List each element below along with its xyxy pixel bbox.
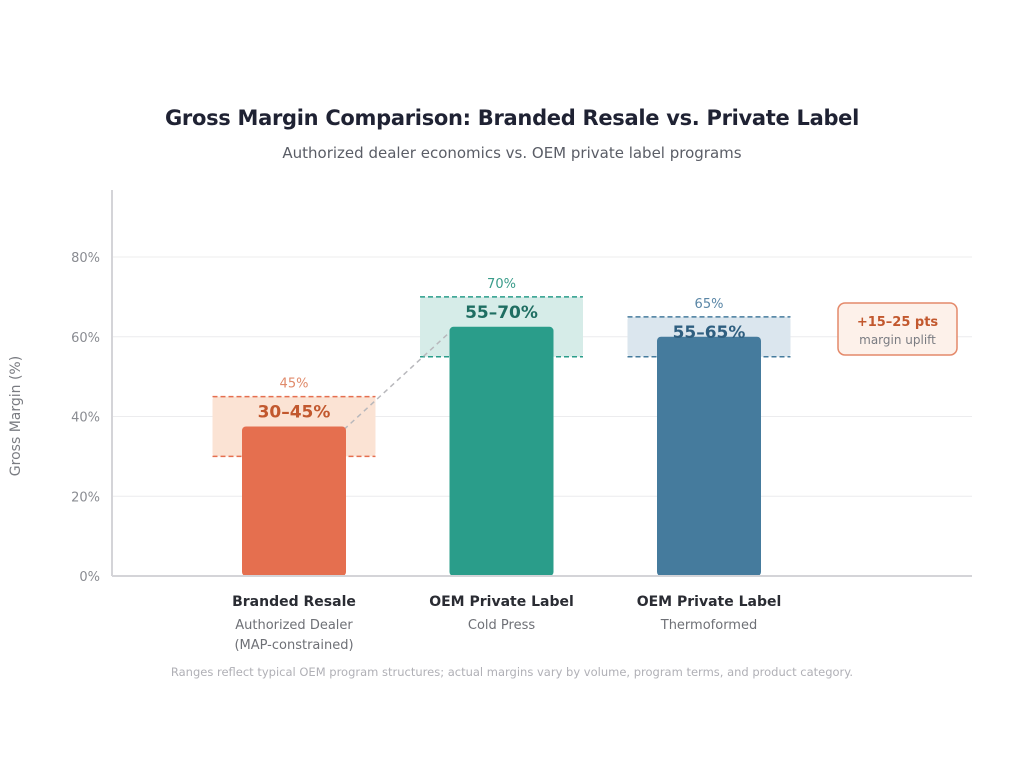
range-label: 55–65% — [673, 323, 746, 343]
chart-subtitle: Authorized dealer economics vs. OEM priv… — [282, 144, 742, 162]
chart-title: Gross Margin Comparison: Branded Resale … — [164, 106, 860, 130]
uplift-callout-value: +15–25 pts — [857, 315, 939, 330]
bar — [242, 426, 346, 576]
x-category-sublabel: Cold Press — [468, 618, 535, 633]
x-category-label: Branded Resale — [232, 594, 356, 610]
x-category-label: OEM Private Label — [429, 594, 574, 610]
uplift-callout-box — [837, 302, 958, 356]
x-category-sublabel: (MAP-constrained) — [234, 638, 353, 653]
y-axis-title: Gross Margin (%) — [8, 356, 24, 476]
uplift-callout-label: margin uplift — [859, 333, 936, 347]
chart-footnote: Ranges reflect typical OEM program struc… — [170, 665, 854, 679]
annotations: +15–25 pts margin uplift — [837, 302, 958, 356]
bars — [242, 326, 761, 576]
y-tick-label: 40% — [71, 411, 100, 426]
x-category-label: OEM Private Label — [637, 594, 782, 610]
y-tick-label: 20% — [71, 490, 100, 505]
x-category-sublabel: Thermoformed — [660, 618, 757, 633]
axes: 0% 20% 40% 60% 80% Gross Margin (%) Branded Re… — [8, 190, 972, 653]
range-label: 30–45% — [258, 403, 331, 423]
range-top-label: 45% — [280, 377, 309, 392]
range-top-label: 65% — [695, 297, 724, 312]
data-labels: 45% 30–45% 70% 55–70% 65% 55–65% — [258, 277, 746, 423]
y-tick-label: 0% — [79, 570, 100, 585]
range-top-label: 70% — [487, 277, 516, 292]
connector-line — [343, 328, 455, 431]
bar — [657, 336, 761, 576]
x-category-sublabel: Authorized Dealer — [235, 618, 353, 633]
range-label: 55–70% — [465, 303, 538, 323]
y-tick-label: 80% — [71, 251, 100, 266]
bar — [449, 326, 554, 576]
y-tick-label: 60% — [71, 331, 100, 346]
